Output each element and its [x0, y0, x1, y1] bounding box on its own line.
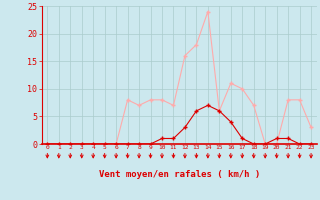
- X-axis label: Vent moyen/en rafales ( km/h ): Vent moyen/en rafales ( km/h ): [99, 170, 260, 179]
